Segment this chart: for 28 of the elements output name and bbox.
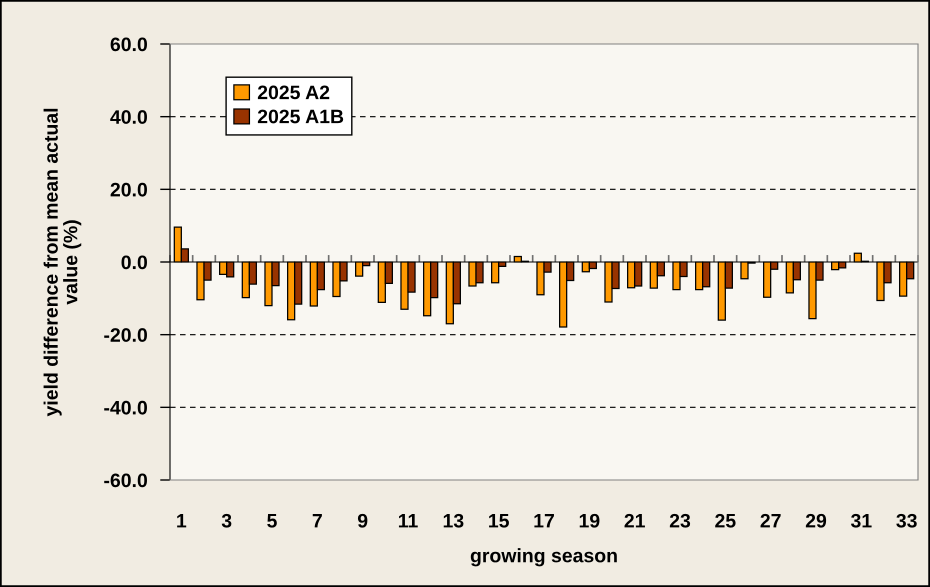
x-tick-label: 17 — [534, 514, 554, 528]
x-tick-label: 13 — [444, 514, 464, 528]
x-tick-label: 19 — [580, 514, 600, 528]
y-tick-label: -60.0 — [104, 473, 147, 488]
y-tick-label: 0.0 — [122, 255, 147, 270]
x-axis-title: growing season — [470, 548, 617, 566]
x-tick-label: 3 — [222, 514, 232, 528]
x-tick-label: 11 — [398, 514, 418, 528]
y-axis-title: yield difference from mean actual value (%) — [44, 108, 82, 416]
x-tick-label: 21 — [624, 514, 645, 528]
legend-label: 2025 A2 — [258, 86, 330, 100]
x-tick-label: 1 — [177, 514, 186, 528]
y-tick-label: 40.0 — [110, 110, 147, 124]
x-tick-label: 5 — [267, 514, 277, 528]
x-tick-label: 7 — [312, 514, 322, 528]
x-tick-label: 27 — [760, 514, 781, 528]
y-tick-label: -40.0 — [104, 400, 147, 415]
y-tick-label: 20.0 — [110, 182, 147, 197]
y-tick-label: 60.0 — [110, 37, 147, 52]
x-tick-label: 9 — [358, 514, 368, 528]
x-tick-label: 23 — [670, 514, 690, 528]
x-tick-label: 15 — [489, 514, 509, 528]
legend-label: 2025 A1B — [258, 110, 344, 124]
x-tick-label: 29 — [806, 514, 826, 528]
x-tick-label: 31 — [850, 514, 872, 528]
x-tick-label: 25 — [715, 514, 736, 528]
y-tick-label: -20.0 — [104, 328, 147, 342]
x-tick-label: 33 — [896, 514, 917, 528]
